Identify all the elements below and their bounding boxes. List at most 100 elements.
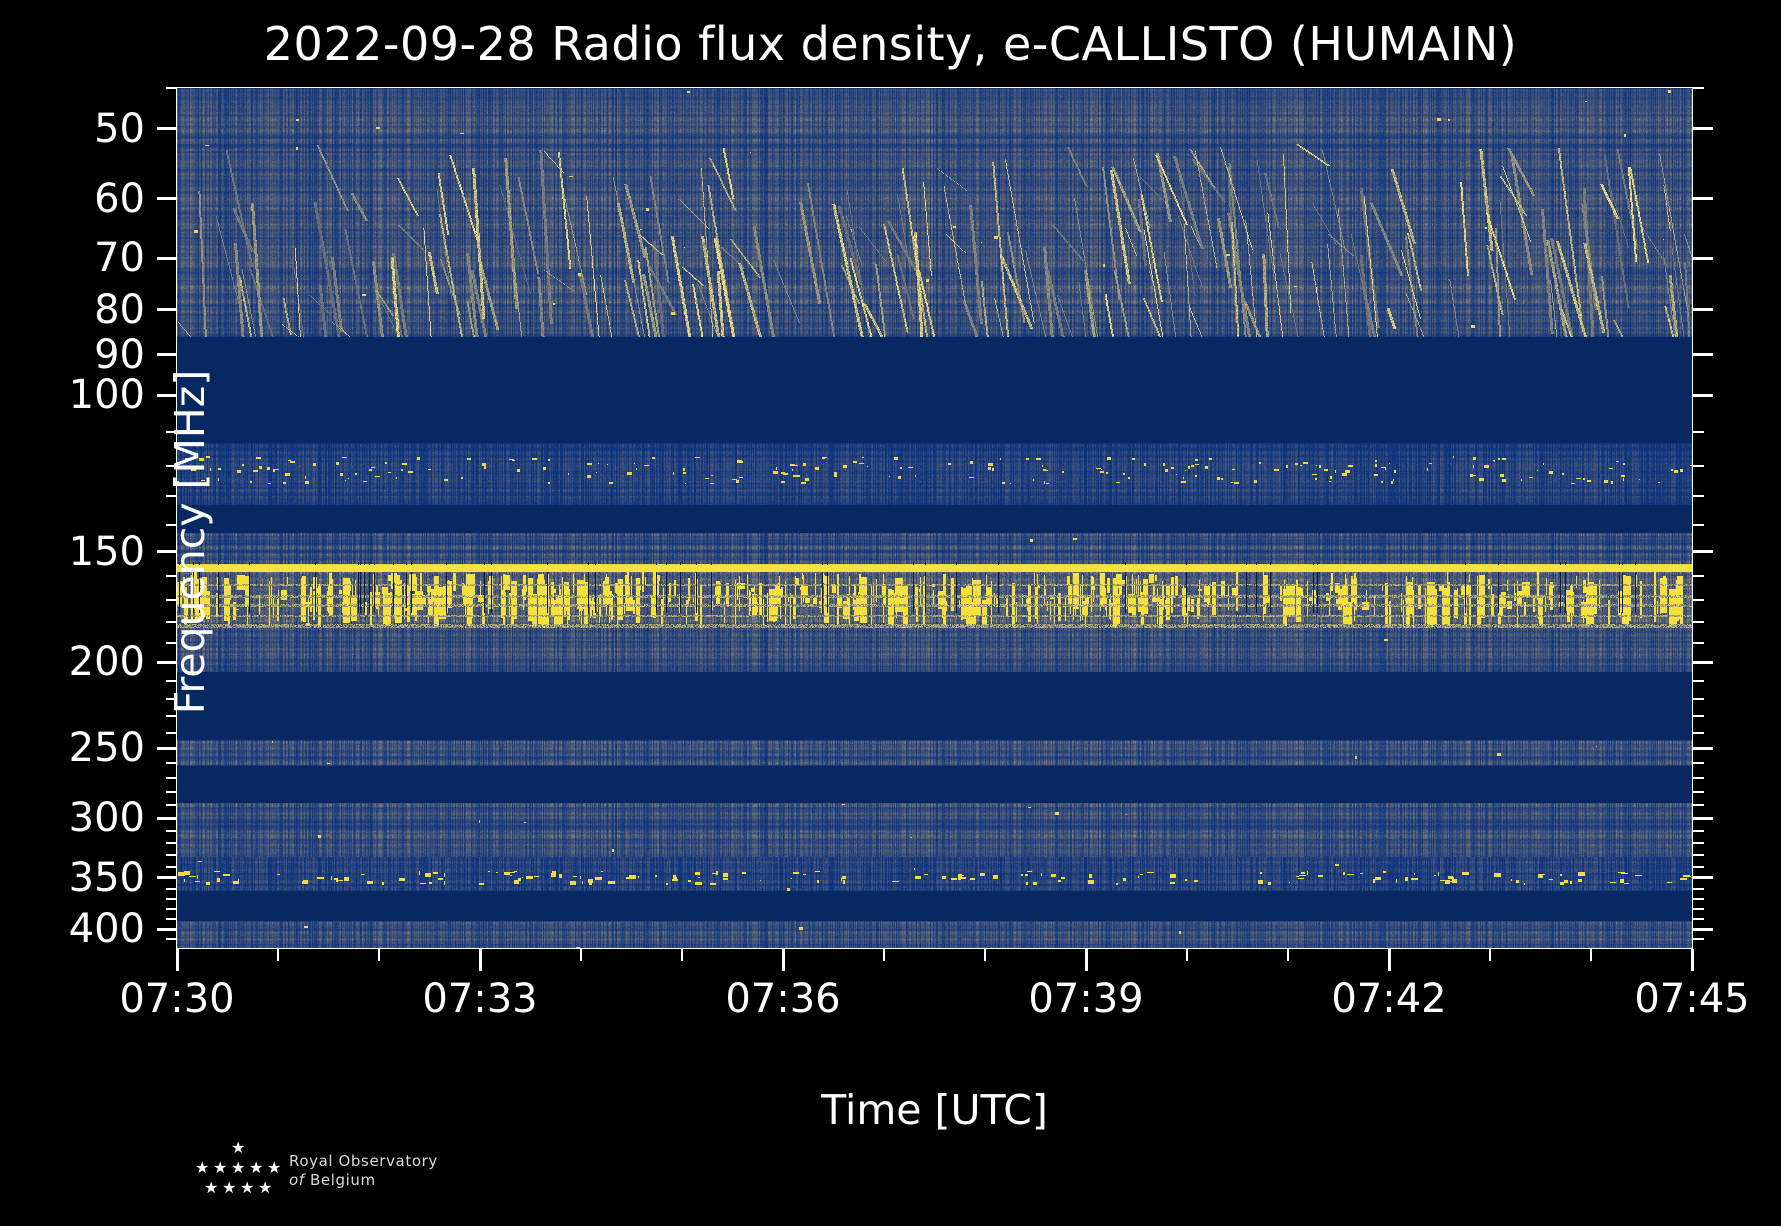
y-tick-major-right bbox=[1693, 746, 1713, 750]
x-tick-minor bbox=[1590, 949, 1592, 961]
star-icon: ★ bbox=[222, 1178, 237, 1197]
y-tick-minor-right bbox=[1693, 641, 1704, 644]
y-tick-minor-right bbox=[1693, 680, 1704, 683]
x-tick-minor bbox=[1287, 949, 1289, 961]
logo-text: Royal Observatory of Belgium bbox=[289, 1152, 438, 1190]
y-tick-label: 300 bbox=[68, 795, 145, 842]
y-tick-minor-right bbox=[1693, 790, 1704, 793]
star-icon: ★ bbox=[267, 1158, 282, 1177]
y-tick-major-right bbox=[1693, 876, 1713, 880]
y-tick-minor-right bbox=[1693, 830, 1704, 833]
star-icon: ★ bbox=[231, 1158, 246, 1177]
y-tick-minor-right bbox=[1693, 776, 1704, 779]
y-tick-label: 200 bbox=[68, 639, 145, 686]
y-tick-minor bbox=[166, 431, 177, 434]
y-tick-minor bbox=[166, 464, 177, 467]
y-tick-minor-right bbox=[1693, 715, 1704, 718]
y-tick-minor-right bbox=[1693, 762, 1704, 765]
x-tick-minor bbox=[681, 949, 683, 961]
y-tick-minor bbox=[166, 790, 177, 793]
star-icon: ★ bbox=[231, 1138, 246, 1157]
x-tick-minor bbox=[378, 949, 380, 961]
logo-line-1: Royal Observatory bbox=[289, 1152, 438, 1171]
stars-icon: ★ ★ ★ ★ ★ ★ ★ ★ ★ ★ bbox=[185, 1138, 281, 1202]
logo-belgium-word: Belgium bbox=[310, 1171, 376, 1189]
y-tick-major bbox=[157, 927, 177, 931]
y-tick-minor-right bbox=[1693, 908, 1704, 911]
y-tick-minor-right bbox=[1693, 524, 1704, 526]
y-tick-minor-right bbox=[1693, 495, 1704, 498]
y-tick-major bbox=[157, 308, 177, 312]
y-tick-label: 100 bbox=[68, 372, 145, 419]
y-tick-minor-right bbox=[1693, 804, 1704, 807]
royal-observatory-logo: ★ ★ ★ ★ ★ ★ ★ ★ ★ ★ Royal Observatory of Belgium bbox=[185, 1140, 438, 1202]
y-tick-minor-right bbox=[1693, 731, 1704, 734]
y-tick-minor bbox=[166, 804, 177, 807]
y-tick-minor-right bbox=[1693, 918, 1704, 921]
y-tick-minor bbox=[166, 575, 177, 578]
x-tick-label: 07:39 bbox=[1028, 976, 1144, 1022]
x-tick-label: 07:45 bbox=[1634, 976, 1750, 1022]
x-tick-major bbox=[478, 949, 482, 971]
y-tick-minor bbox=[166, 887, 177, 890]
y-tick-minor bbox=[166, 842, 177, 845]
y-tick-major-right bbox=[1693, 393, 1713, 397]
x-tick-minor bbox=[580, 949, 582, 961]
star-icon: ★ bbox=[249, 1158, 264, 1177]
y-tick-major-right bbox=[1693, 550, 1713, 554]
star-icon: ★ bbox=[240, 1178, 255, 1197]
y-tick-minor-right bbox=[1693, 698, 1704, 701]
y-tick-minor bbox=[166, 937, 177, 940]
y-tick-minor-right bbox=[1693, 937, 1704, 940]
y-tick-major-right bbox=[1693, 660, 1713, 664]
y-tick-minor-right bbox=[1693, 842, 1704, 845]
y-tick-label: 150 bbox=[68, 528, 145, 575]
y-axis-title: Frequency [MHz] bbox=[166, 369, 214, 715]
y-tick-major bbox=[157, 876, 177, 880]
x-tick-minor bbox=[883, 949, 885, 961]
y-tick-major bbox=[157, 660, 177, 664]
x-tick-minor bbox=[277, 949, 279, 961]
y-tick-minor bbox=[166, 698, 177, 701]
y-tick-label: 400 bbox=[68, 906, 145, 953]
y-tick-minor-right bbox=[1693, 575, 1704, 578]
y-tick-major bbox=[157, 393, 177, 397]
y-tick-major bbox=[157, 127, 177, 131]
y-tick-minor-right bbox=[1693, 598, 1704, 601]
y-tick-minor bbox=[166, 680, 177, 683]
y-tick-label: 350 bbox=[68, 854, 145, 901]
y-tick-major-right bbox=[1693, 127, 1713, 131]
x-tick-label: 07:33 bbox=[422, 976, 538, 1022]
y-tick-minor-right bbox=[1693, 887, 1704, 890]
y-tick-minor bbox=[166, 715, 177, 718]
y-tick-minor bbox=[166, 865, 177, 868]
x-tick-major bbox=[1084, 949, 1088, 971]
y-tick-minor-right bbox=[1693, 87, 1704, 89]
y-tick-minor-right bbox=[1693, 620, 1704, 623]
y-tick-minor bbox=[166, 524, 177, 526]
y-tick-minor bbox=[166, 731, 177, 734]
x-tick-major bbox=[175, 949, 179, 971]
x-tick-major bbox=[1387, 949, 1391, 971]
y-tick-major-right bbox=[1693, 816, 1713, 820]
y-tick-label: 70 bbox=[94, 235, 145, 282]
y-tick-major bbox=[157, 816, 177, 820]
y-tick-major bbox=[157, 256, 177, 260]
y-tick-minor bbox=[166, 762, 177, 765]
y-tick-minor bbox=[166, 830, 177, 833]
y-tick-minor bbox=[166, 776, 177, 779]
y-tick-major bbox=[157, 353, 177, 357]
y-tick-major-right bbox=[1693, 197, 1713, 201]
y-tick-major bbox=[157, 550, 177, 554]
x-tick-minor bbox=[984, 949, 986, 961]
y-tick-major-right bbox=[1693, 927, 1713, 931]
x-tick-label: 07:30 bbox=[119, 976, 235, 1022]
y-tick-minor-right bbox=[1693, 898, 1704, 901]
x-axis-title: Time [UTC] bbox=[821, 1086, 1048, 1134]
y-tick-minor bbox=[166, 908, 177, 911]
y-tick-minor bbox=[166, 898, 177, 901]
star-icon: ★ bbox=[258, 1178, 273, 1197]
y-tick-label: 250 bbox=[68, 725, 145, 772]
spectrogram-plot-area bbox=[177, 88, 1692, 948]
